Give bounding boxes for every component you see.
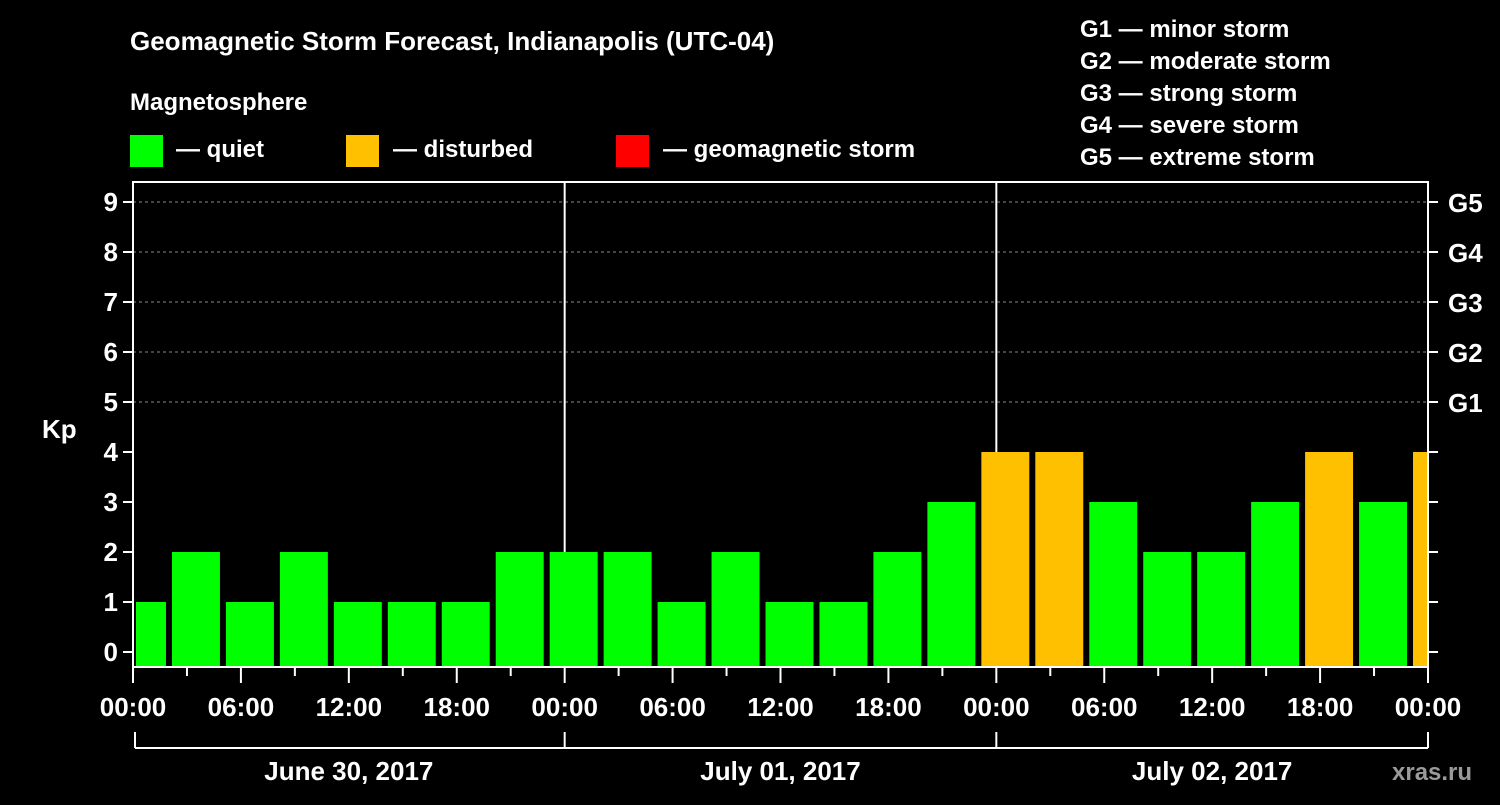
bar-10 [657, 602, 706, 667]
y-tick-label: 5 [104, 387, 118, 417]
g-scale-label: G1 [1448, 388, 1483, 418]
x-tick-label: 00:00 [100, 692, 167, 722]
y-tick-label: 3 [104, 487, 118, 517]
bar-0 [136, 602, 166, 667]
bar-18 [1089, 502, 1138, 667]
x-tick-label: 00:00 [1395, 692, 1462, 722]
bar-14 [873, 552, 922, 667]
bar-17 [1035, 452, 1084, 667]
watermark: xras.ru [1392, 759, 1472, 786]
y-tick-label: 2 [104, 537, 118, 567]
legend-label-quiet: — quiet [176, 136, 264, 163]
chart-title: Geomagnetic Storm Forecast, Indianapolis… [130, 26, 774, 56]
bar-5 [387, 602, 436, 667]
x-tick-label: 06:00 [1071, 692, 1138, 722]
storm-scale-g1: G1 — minor storm [1080, 16, 1289, 43]
g-scale-label: G3 [1448, 288, 1483, 318]
bar-9 [603, 552, 652, 667]
bar-20 [1197, 552, 1246, 667]
storm-scale-g5: G5 — extreme storm [1080, 144, 1315, 171]
legend-label-disturbed: — disturbed [393, 136, 533, 163]
bars [136, 452, 1428, 667]
g-scale-label: G5 [1448, 188, 1483, 218]
day-label: July 02, 2017 [1132, 756, 1292, 786]
tick-labels: 0 1 2 3 4 5 6 7 8 9 G1 G2 G3 G4 G5 00:00 06:00 12:00 18:00… [100, 187, 1483, 722]
legend-swatch-quiet [130, 135, 163, 167]
bar-8 [549, 552, 598, 667]
y-tick-label: 4 [104, 437, 119, 467]
x-tick-label: 12:00 [1179, 692, 1246, 722]
legend-title: Magnetosphere [130, 89, 307, 116]
bar-7 [495, 552, 544, 667]
bar-4 [333, 602, 382, 667]
x-tick-label: 06:00 [208, 692, 275, 722]
storm-scale-list: G1 — minor storm G2 — moderate storm G3 … [1080, 16, 1331, 171]
legend: — quiet — disturbed — geomagnetic storm [130, 135, 915, 167]
bar-22 [1305, 452, 1354, 667]
x-tick-label: 12:00 [747, 692, 814, 722]
x-tick-label: 18:00 [1287, 692, 1354, 722]
x-tick-label: 06:00 [639, 692, 706, 722]
legend-swatch-disturbed [346, 135, 379, 167]
axes [123, 181, 1438, 683]
x-tick-label: 00:00 [963, 692, 1030, 722]
x-tick-label: 18:00 [424, 692, 491, 722]
bar-19 [1143, 552, 1192, 667]
x-tick-label: 12:00 [316, 692, 383, 722]
y-axis-label: Kp [42, 414, 77, 444]
storm-scale-g4: G4 — severe storm [1080, 112, 1299, 139]
y-tick-label: 7 [104, 287, 118, 317]
day-label: June 30, 2017 [264, 756, 433, 786]
y-tick-label: 8 [104, 237, 118, 267]
bar-21 [1251, 502, 1300, 667]
bar-15 [927, 502, 976, 667]
bar-12 [765, 602, 814, 667]
bar-3 [279, 552, 328, 667]
g-scale-label: G4 [1448, 238, 1483, 268]
g-scale-label: G2 [1448, 338, 1483, 368]
legend-label-storm: — geomagnetic storm [663, 136, 915, 163]
bar-16 [981, 452, 1030, 667]
x-tick-label: 18:00 [855, 692, 922, 722]
y-tick-label: 0 [104, 637, 118, 667]
bar-2 [225, 602, 274, 667]
day-label: July 01, 2017 [700, 756, 860, 786]
bar-13 [819, 602, 868, 667]
bar-6 [441, 602, 490, 667]
bar-23 [1359, 502, 1408, 667]
y-tick-label: 1 [104, 587, 118, 617]
bar-11 [711, 552, 760, 667]
bar-24 [1413, 452, 1428, 667]
day-labels: June 30, 2017 July 01, 2017 July 02, 2017 [134, 732, 1429, 786]
legend-swatch-storm [616, 135, 649, 167]
x-tick-label: 00:00 [531, 692, 598, 722]
y-tick-label: 6 [104, 337, 118, 367]
bar-1 [171, 552, 220, 667]
y-tick-label: 9 [104, 187, 118, 217]
storm-scale-g2: G2 — moderate storm [1080, 48, 1331, 75]
storm-scale-g3: G3 — strong storm [1080, 80, 1297, 107]
